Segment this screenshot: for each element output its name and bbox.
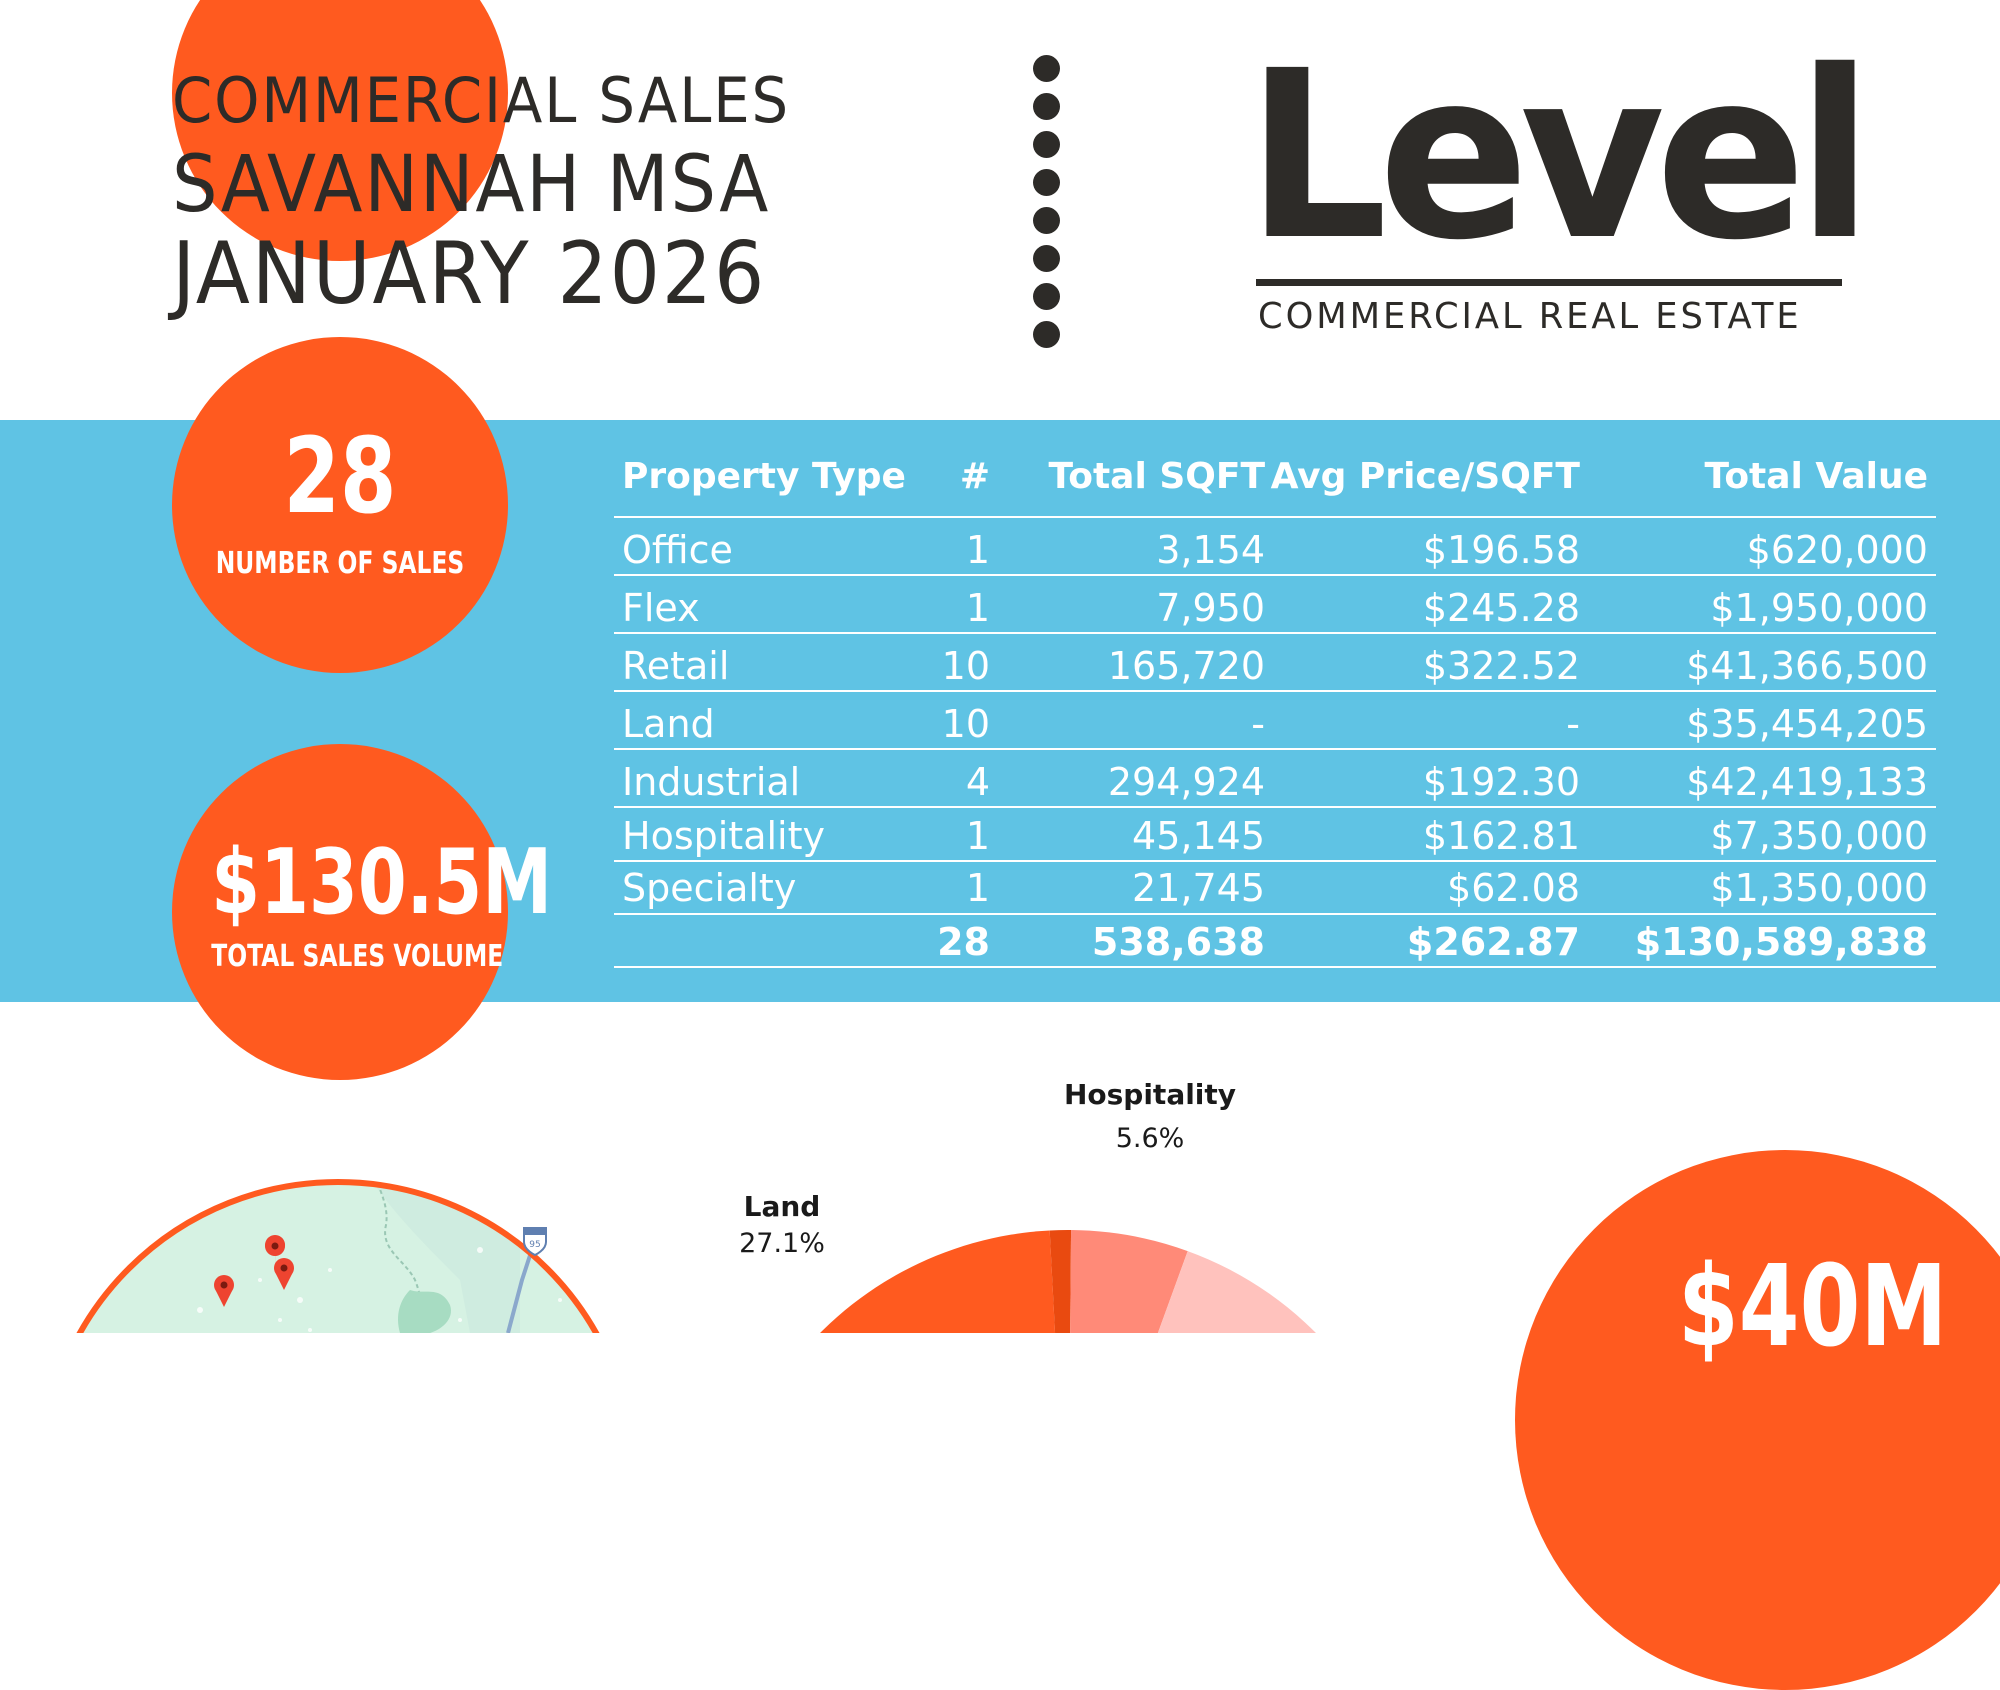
total-count: 28 xyxy=(937,920,990,964)
logo-rule xyxy=(1256,279,1842,286)
sales-volume-label: TOTAL SALES VOLUME xyxy=(211,939,504,974)
cell-total-value: $35,454,205 xyxy=(1686,702,1928,746)
pie-slice-land xyxy=(820,1230,1056,1333)
table-row-rule xyxy=(614,748,1936,750)
pie-chart xyxy=(820,1230,1316,1333)
pie-slice-hospitality xyxy=(1070,1230,1188,1333)
sales-count-circle xyxy=(172,337,508,673)
total-sqft: 538,638 xyxy=(1091,920,1265,964)
cell-avg-price: $192.30 xyxy=(1422,760,1580,804)
title-line-2: SAVANNAH MSA xyxy=(172,140,771,230)
pie-pct-hospitality: 5.6% xyxy=(1115,1123,1185,1154)
cell-sqft: 165,720 xyxy=(1107,644,1265,688)
sales-volume-circle xyxy=(172,744,508,1080)
pie-label-hospitality: Hospitality xyxy=(1063,1078,1237,1111)
total-avg-price: $262.87 xyxy=(1406,920,1580,964)
title-line-1: COMMERCIAL SALES xyxy=(172,64,790,137)
cell-count: 1 xyxy=(965,866,990,910)
cell-sqft: 45,145 xyxy=(1132,814,1265,858)
col-header-count: # xyxy=(959,456,990,497)
cell-avg-price: $322.52 xyxy=(1422,644,1580,688)
cell-type: Flex xyxy=(622,586,700,630)
cell-type: Retail xyxy=(622,644,730,688)
col-header-property-type: Property Type xyxy=(622,456,906,497)
cell-sqft: 7,950 xyxy=(1156,586,1265,630)
table-row-rule xyxy=(614,860,1936,862)
pie-label-land: Land xyxy=(743,1190,821,1223)
cell-avg-price: $245.28 xyxy=(1422,586,1580,630)
cell-sqft: - xyxy=(1251,702,1265,746)
cell-sqft: 3,154 xyxy=(1156,528,1265,572)
cell-count: 10 xyxy=(941,644,990,688)
col-header-avg-price: Avg Price/SQFT xyxy=(1270,456,1580,497)
sales-map: 95 xyxy=(42,1179,634,1333)
cell-type: Specialty xyxy=(622,866,797,910)
title-line-3: JANUARY 2026 xyxy=(172,224,767,324)
sales-count-label: NUMBER OF SALES xyxy=(215,546,465,581)
pie-slice-other xyxy=(1157,1251,1316,1333)
cell-type: Office xyxy=(622,528,733,572)
cell-sqft: 294,924 xyxy=(1107,760,1265,804)
cell-type: Land xyxy=(622,702,715,746)
logo-tagline: COMMERCIAL REAL ESTATE xyxy=(1258,296,1802,337)
cell-count: 4 xyxy=(965,760,990,804)
cell-total-value: $1,950,000 xyxy=(1710,586,1928,630)
table-row-rule xyxy=(614,806,1936,808)
highway-shield-label: 95 xyxy=(529,1240,540,1250)
cell-type: Industrial xyxy=(622,760,801,804)
cell-sqft: 21,745 xyxy=(1132,866,1265,910)
cell-avg-price: $162.81 xyxy=(1422,814,1580,858)
col-header-total-sqft: Total SQFT xyxy=(1048,456,1265,497)
cell-total-value: $620,000 xyxy=(1746,528,1928,572)
table-row-rule xyxy=(614,690,1936,692)
table-row-rule xyxy=(614,632,1936,634)
cell-count: 1 xyxy=(965,586,990,630)
title-accent-circle xyxy=(172,0,508,261)
table-row-rule xyxy=(614,913,1936,915)
cell-count: 1 xyxy=(965,528,990,572)
table-header-rule xyxy=(614,516,1936,518)
big-value-circle xyxy=(1515,1150,2000,1690)
logo-wordmark: Level xyxy=(1246,21,1873,291)
big-value-text: $40M xyxy=(1678,1242,1948,1372)
cell-avg-price: $196.58 xyxy=(1422,528,1580,572)
cell-total-value: $42,419,133 xyxy=(1686,760,1928,804)
total-value: $130,589,838 xyxy=(1634,920,1928,964)
map-pins xyxy=(214,1235,294,1307)
cell-avg-price: - xyxy=(1566,702,1580,746)
cell-type: Hospitality xyxy=(622,814,825,858)
cell-total-value: $1,350,000 xyxy=(1710,866,1928,910)
cell-count: 1 xyxy=(965,814,990,858)
pie-pct-land: 27.1% xyxy=(739,1228,825,1259)
cell-total-value: $7,350,000 xyxy=(1710,814,1928,858)
pie-slice-divider xyxy=(1049,1230,1072,1333)
highway-shield-icon: 95 xyxy=(523,1227,547,1257)
cell-total-value: $41,366,500 xyxy=(1686,644,1928,688)
col-header-total-value: Total Value xyxy=(1704,456,1928,497)
table-row-rule xyxy=(614,574,1936,576)
table-totals-rule xyxy=(614,966,1936,968)
sales-volume-value: $130.5M xyxy=(211,830,553,935)
cell-avg-price: $62.08 xyxy=(1447,866,1580,910)
sales-count-value: 28 xyxy=(283,415,397,537)
cell-count: 10 xyxy=(941,702,990,746)
